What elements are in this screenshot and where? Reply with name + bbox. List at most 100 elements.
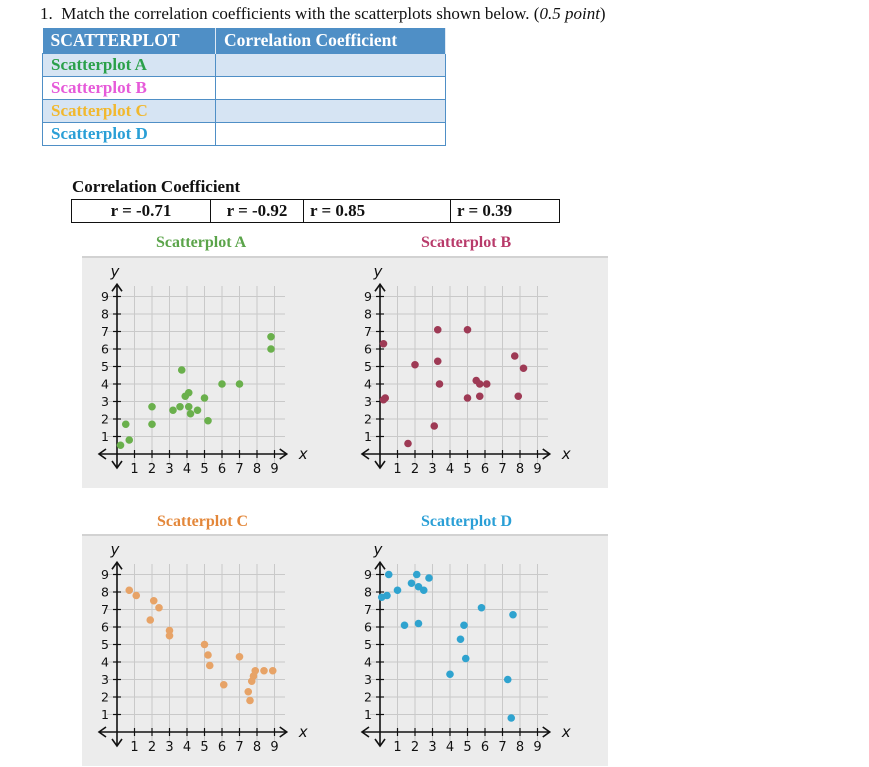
data-point <box>165 626 174 635</box>
data-point <box>132 591 141 600</box>
x-tick-label: 4 <box>183 462 191 477</box>
y-axis-label: y <box>373 262 384 280</box>
data-point <box>463 394 472 402</box>
data-point <box>155 603 163 612</box>
question-prompt: Match the correlation coefficients with … <box>61 4 540 23</box>
x-axis-arrow-left <box>360 726 370 738</box>
data-point <box>425 574 433 582</box>
data-point <box>503 675 512 684</box>
data-point <box>475 392 484 401</box>
x-tick-label: 5 <box>463 740 471 755</box>
data-point <box>477 603 486 612</box>
x-tick-label: 1 <box>130 740 138 755</box>
x-tick-label: 9 <box>533 740 541 755</box>
data-point <box>404 439 412 448</box>
data-point <box>482 380 491 388</box>
data-point <box>176 402 184 411</box>
data-point <box>514 392 523 401</box>
data-point <box>379 339 388 348</box>
coefficient-cell: r = -0.71 <box>71 199 211 223</box>
y-tick-label: 1 <box>364 429 372 444</box>
data-point <box>148 420 156 429</box>
y-tick-label: 5 <box>364 637 372 652</box>
data-point <box>184 402 193 411</box>
data-point <box>148 402 156 411</box>
x-tick-label: 5 <box>463 462 471 477</box>
data-point <box>419 586 428 595</box>
data-point <box>251 666 260 675</box>
y-tick-label: 2 <box>364 690 372 705</box>
x-tick-label: 9 <box>270 740 278 755</box>
coefficient-cell: r = -0.92 <box>210 199 304 223</box>
match-table-header: SCATTERPLOT Correlation Coefficient <box>42 28 446 54</box>
answer-cell-a[interactable] <box>215 53 446 77</box>
y-axis-label: y <box>373 540 384 558</box>
data-point <box>267 332 275 341</box>
data-point <box>235 652 244 661</box>
coefficient-cell: r = 0.39 <box>450 199 560 223</box>
x-tick-label: 6 <box>218 462 226 477</box>
y-tick-label: 9 <box>101 567 109 582</box>
data-point <box>204 416 212 425</box>
data-point <box>218 380 226 388</box>
data-point <box>393 586 402 595</box>
data-point <box>186 409 195 418</box>
x-tick-label: 7 <box>235 740 243 755</box>
data-point <box>205 661 214 670</box>
data-point <box>475 380 484 388</box>
y-tick-label: 5 <box>101 637 109 652</box>
y-tick-label: 9 <box>101 289 109 304</box>
match-row-a: Scatterplot A <box>42 53 446 77</box>
x-tick-label: 1 <box>130 462 138 477</box>
y-tick-label: 3 <box>364 394 372 409</box>
x-axis-label: x <box>298 445 308 463</box>
data-point <box>204 651 212 659</box>
answer-cell-d[interactable] <box>215 122 446 146</box>
y-tick-label: 3 <box>364 672 372 687</box>
x-axis-label: x <box>561 445 571 463</box>
y-tick-label: 4 <box>101 377 109 392</box>
x-tick-label: 7 <box>498 462 506 477</box>
y-tick-label: 5 <box>101 359 109 374</box>
x-tick-label: 5 <box>200 462 208 477</box>
x-axis-label: x <box>561 723 571 741</box>
data-point <box>169 406 177 415</box>
data-point <box>193 406 202 415</box>
data-point <box>268 666 277 675</box>
match-row-label: Scatterplot D <box>42 122 216 146</box>
x-tick-label: 8 <box>253 740 261 755</box>
y-tick-label: 7 <box>364 602 372 617</box>
answer-cell-b[interactable] <box>215 76 446 100</box>
y-tick-label: 6 <box>101 620 109 635</box>
x-tick-label: 3 <box>428 462 436 477</box>
data-point <box>383 591 391 600</box>
data-point <box>116 441 125 450</box>
data-point <box>411 360 419 369</box>
y-tick-label: 7 <box>101 324 109 339</box>
y-tick-label: 3 <box>101 672 109 687</box>
y-tick-label: 6 <box>364 620 372 635</box>
x-tick-label: 9 <box>270 462 278 477</box>
data-point <box>433 357 442 366</box>
coefficient-cell: r = 0.85 <box>303 199 451 223</box>
coefficients-table: r = -0.71 r = -0.92 r = 0.85 r = 0.39 <box>71 199 560 223</box>
x-tick-label: 3 <box>165 462 173 477</box>
match-row-label: Scatterplot A <box>42 53 216 77</box>
data-point <box>200 640 209 649</box>
x-tick-label: 2 <box>411 740 419 755</box>
match-row-label: Scatterplot C <box>42 99 216 123</box>
data-point <box>146 616 155 624</box>
data-point <box>400 621 409 630</box>
y-axis-arrow-top <box>374 282 386 292</box>
data-point <box>381 394 390 402</box>
question-points: 0.5 point <box>539 4 600 23</box>
answer-cell-c[interactable] <box>215 99 446 123</box>
match-table: SCATTERPLOT Correlation Coefficient Scat… <box>42 28 446 146</box>
data-point <box>433 325 442 334</box>
data-point <box>125 586 134 595</box>
y-tick-label: 8 <box>101 585 109 600</box>
